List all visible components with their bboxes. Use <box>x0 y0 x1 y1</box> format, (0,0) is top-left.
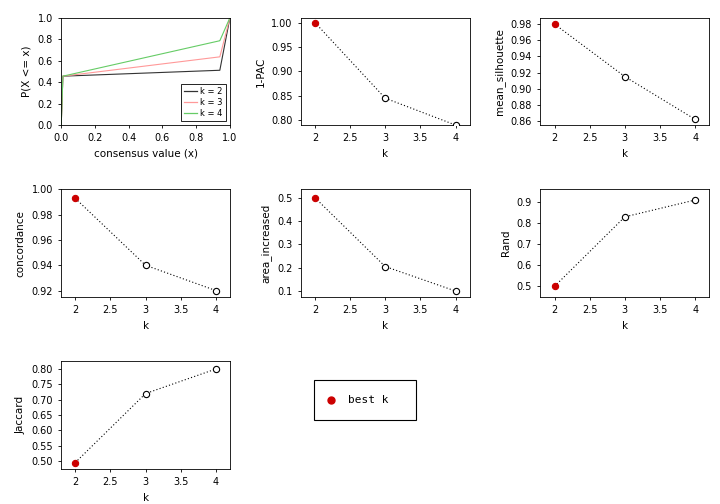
Y-axis label: P(X <= x): P(X <= x) <box>22 45 32 97</box>
X-axis label: k: k <box>622 149 628 159</box>
Text: best k: best k <box>348 395 389 405</box>
Y-axis label: Rand: Rand <box>501 230 511 257</box>
X-axis label: consensus value (x): consensus value (x) <box>94 149 197 159</box>
Legend: k = 2, k = 3, k = 4: k = 2, k = 3, k = 4 <box>181 84 226 121</box>
Y-axis label: area_increased: area_increased <box>261 204 271 283</box>
X-axis label: k: k <box>382 149 388 159</box>
X-axis label: k: k <box>382 321 388 331</box>
Y-axis label: concordance: concordance <box>16 210 26 277</box>
Y-axis label: mean_silhouette: mean_silhouette <box>494 28 505 115</box>
X-axis label: k: k <box>143 492 148 502</box>
Y-axis label: Jaccard: Jaccard <box>16 396 26 434</box>
X-axis label: k: k <box>622 321 628 331</box>
Y-axis label: 1-PAC: 1-PAC <box>256 56 266 87</box>
X-axis label: k: k <box>143 321 148 331</box>
